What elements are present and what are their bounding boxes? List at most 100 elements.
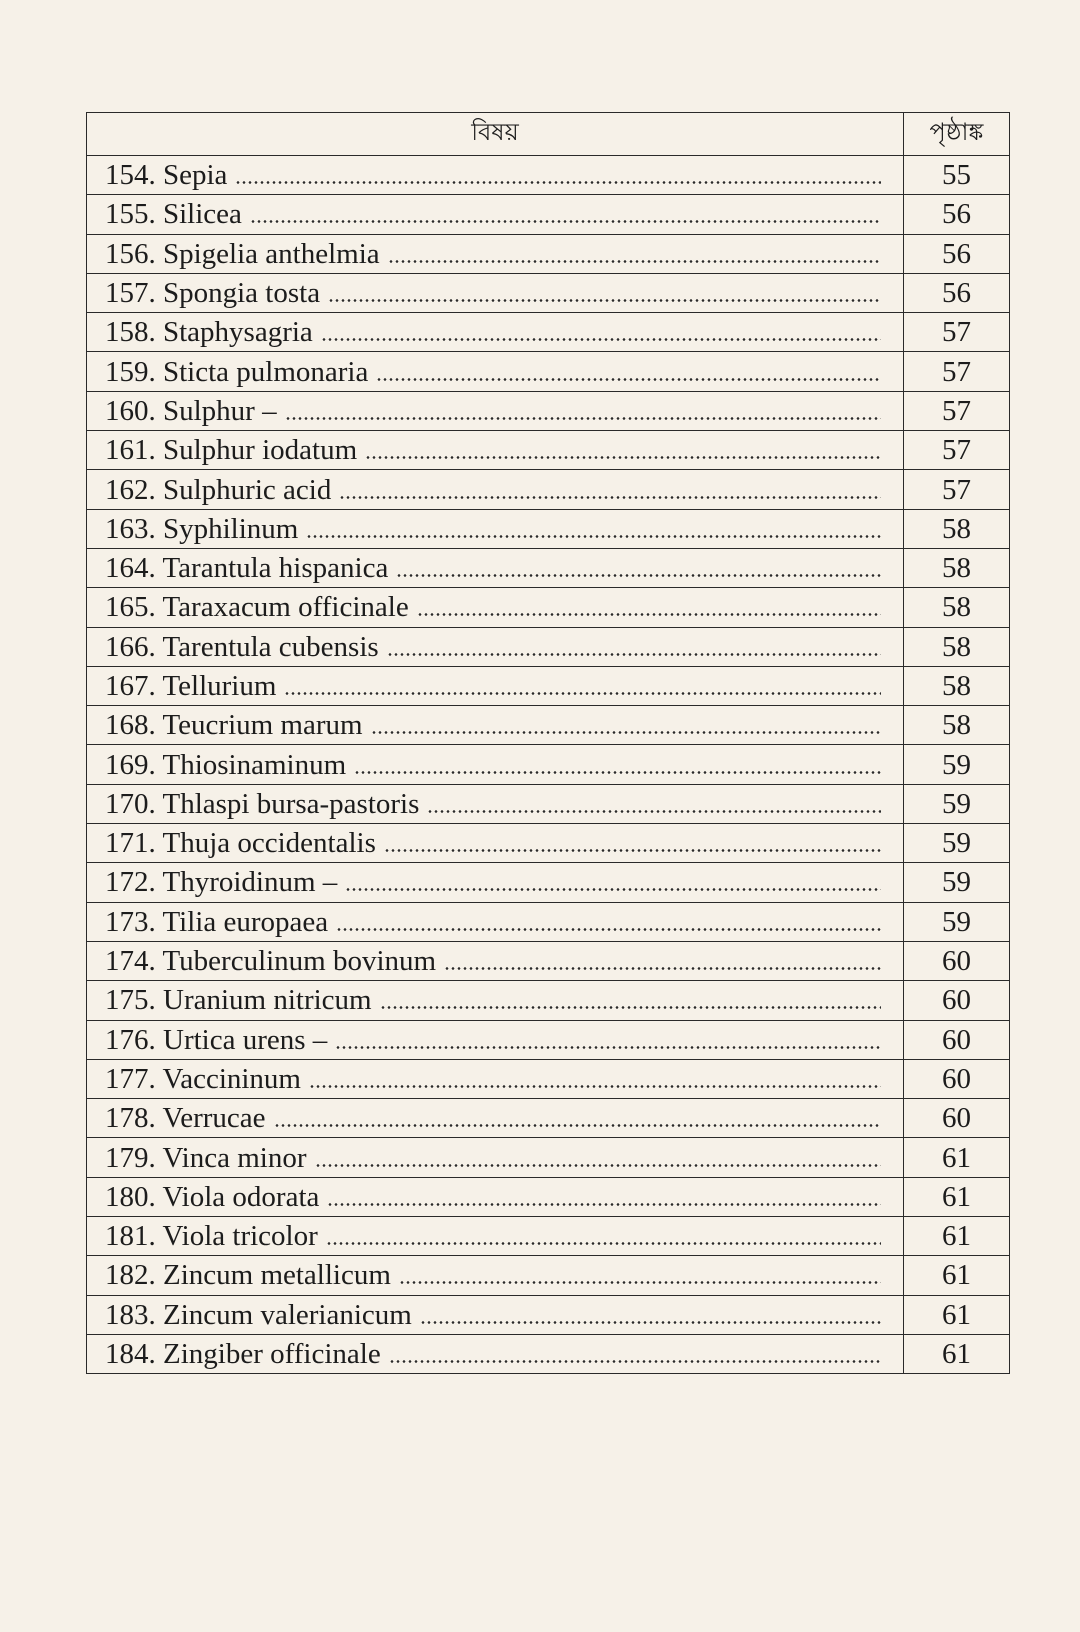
page-number: 57: [903, 351, 1010, 392]
page-number: 61: [903, 1176, 1010, 1218]
leader-dots: [235, 181, 881, 185]
page-number: 56: [903, 272, 1010, 314]
leader-dots: [339, 495, 881, 499]
entry-cell: 161. Sulphur iodatum: [86, 430, 904, 471]
leader-dots: [327, 1202, 881, 1206]
leader-dots: [444, 967, 881, 971]
entry-cell: 159. Sticta pulmonaria: [86, 351, 904, 392]
table-row: 179. Vinca minor 61: [86, 1137, 1010, 1178]
page-number: 57: [903, 430, 1010, 471]
leader-dots: [383, 849, 881, 853]
entry-name: 160. Sulphur –: [105, 394, 277, 427]
table-row: 172. Thyroidinum – 59: [86, 862, 1010, 903]
entry-cell: 179. Vinca minor: [86, 1137, 904, 1178]
table-row: 155. Silicea 56: [86, 194, 1010, 235]
subject-header: বিষয়: [86, 112, 904, 156]
table-row: 182. Zincum metallicum 61: [86, 1255, 1010, 1296]
entry-name: 158. Staphysagria: [105, 316, 313, 349]
table-row: 180. Viola odorata 61: [86, 1176, 1010, 1218]
entry-cell: 173. Tilia europaea: [86, 901, 904, 942]
table-row: 162. Sulphuric acid 57: [86, 469, 1010, 510]
entry-cell: 158. Staphysagria: [86, 312, 904, 353]
leader-dots: [388, 1360, 881, 1364]
table-row: 171. Thuja occidentalis 59: [86, 823, 1010, 864]
page-number: 58: [903, 547, 1010, 589]
page-number: 61: [903, 1294, 1010, 1335]
leader-dots: [398, 1281, 881, 1285]
entry-cell: 175. Uranium nitricum: [86, 980, 904, 1021]
leader-dots: [309, 1084, 881, 1088]
entry-name: 164. Tarantula hispanica: [105, 552, 389, 585]
entry-cell: 174. Tuberculinum bovinum: [86, 940, 904, 982]
entry-cell: 170. Thlaspi bursa-pastoris: [86, 783, 904, 825]
leader-dots: [379, 1006, 881, 1010]
entry-name: 177. Vaccininum: [105, 1062, 301, 1095]
leader-dots: [386, 652, 881, 656]
entry-cell: 163. Syphilinum: [86, 508, 904, 549]
table-row: 178. Verrucae 60: [86, 1098, 1010, 1139]
table-row: 159. Sticta pulmonaria 57: [86, 351, 1010, 392]
table-row: 170. Thlaspi bursa-pastoris 59: [86, 783, 1010, 825]
leader-dots: [306, 534, 881, 538]
table-row: 173. Tilia europaea 59: [86, 901, 1010, 942]
entry-cell: 180. Viola odorata: [86, 1176, 904, 1218]
table-row: 175. Uranium nitricum 60: [86, 980, 1010, 1021]
page-number: 61: [903, 1137, 1010, 1178]
entry-name: 175. Uranium nitricum: [105, 984, 372, 1017]
leader-dots: [320, 338, 881, 342]
page-number: 61: [903, 1216, 1010, 1257]
page-number: 59: [903, 823, 1010, 864]
entry-cell: 157. Spongia tosta: [86, 272, 904, 314]
leader-dots: [365, 456, 881, 460]
entry-name: 159. Sticta pulmonaria: [105, 355, 369, 388]
page-number: 60: [903, 1058, 1010, 1100]
entry-cell: 176. Urtica urens –: [86, 1019, 904, 1060]
table-row: 168. Teucrium marum 58: [86, 705, 1010, 746]
entry-name: 172. Thyroidinum –: [105, 866, 338, 899]
leader-dots: [354, 770, 881, 774]
entry-name: 157. Spongia tosta: [105, 277, 321, 310]
entry-cell: 178. Verrucae: [86, 1098, 904, 1139]
table-row: 184. Zingiber officinale 61: [86, 1333, 1010, 1375]
leader-dots: [314, 1163, 881, 1167]
entry-name: 156. Spigelia anthelmia: [105, 237, 380, 270]
entry-name: 161. Sulphur iodatum: [105, 434, 358, 467]
entry-cell: 156. Spigelia anthelmia: [86, 233, 904, 274]
table-row: 154. Sepia 55: [86, 154, 1010, 196]
entry-name: 183. Zincum valerianicum: [105, 1298, 412, 1331]
entry-cell: 166. Tarentula cubensis: [86, 626, 904, 667]
page-number: 58: [903, 508, 1010, 549]
entry-cell: 181. Viola tricolor: [86, 1216, 904, 1257]
entry-cell: 171. Thuja occidentalis: [86, 823, 904, 864]
entry-cell: 172. Thyroidinum –: [86, 862, 904, 903]
entry-cell: 154. Sepia: [86, 154, 904, 196]
entry-name: 167. Tellurium: [105, 670, 277, 702]
page-number: 61: [903, 1255, 1010, 1296]
page-number: 60: [903, 980, 1010, 1021]
entry-cell: 167. Tellurium: [86, 665, 904, 707]
entry-name: 168. Teucrium marum: [105, 709, 363, 742]
entry-name: 155. Silicea: [105, 198, 242, 231]
entry-name: 173. Tilia europaea: [105, 905, 329, 938]
entry-cell: 182. Zincum metallicum: [86, 1255, 904, 1296]
page-number: 59: [903, 783, 1010, 825]
entry-name: 174. Tuberculinum bovinum: [105, 945, 437, 978]
leader-dots: [273, 1124, 881, 1128]
entry-name: 184. Zingiber officinale: [105, 1338, 381, 1371]
entry-name: 180. Viola odorata: [105, 1180, 320, 1213]
leader-dots: [328, 299, 881, 303]
entry-name: 176. Urtica urens –: [105, 1023, 328, 1056]
page-number: 56: [903, 233, 1010, 274]
table-row: 165. Taraxacum officinale 58: [86, 587, 1010, 628]
leader-dots: [387, 259, 881, 263]
leader-dots: [416, 613, 881, 617]
page-number: 57: [903, 312, 1010, 353]
leader-dots: [396, 574, 881, 578]
entry-name: 171. Thuja occidentalis: [105, 827, 376, 860]
page-number: 60: [903, 1019, 1010, 1060]
page-number: 59: [903, 901, 1010, 942]
entry-name: 165. Taraxacum officinale: [105, 591, 409, 624]
entry-name: 179. Vinca minor: [105, 1141, 307, 1174]
entry-name: 163. Syphilinum: [105, 512, 299, 545]
table-row: 164. Tarantula hispanica 58: [86, 547, 1010, 589]
